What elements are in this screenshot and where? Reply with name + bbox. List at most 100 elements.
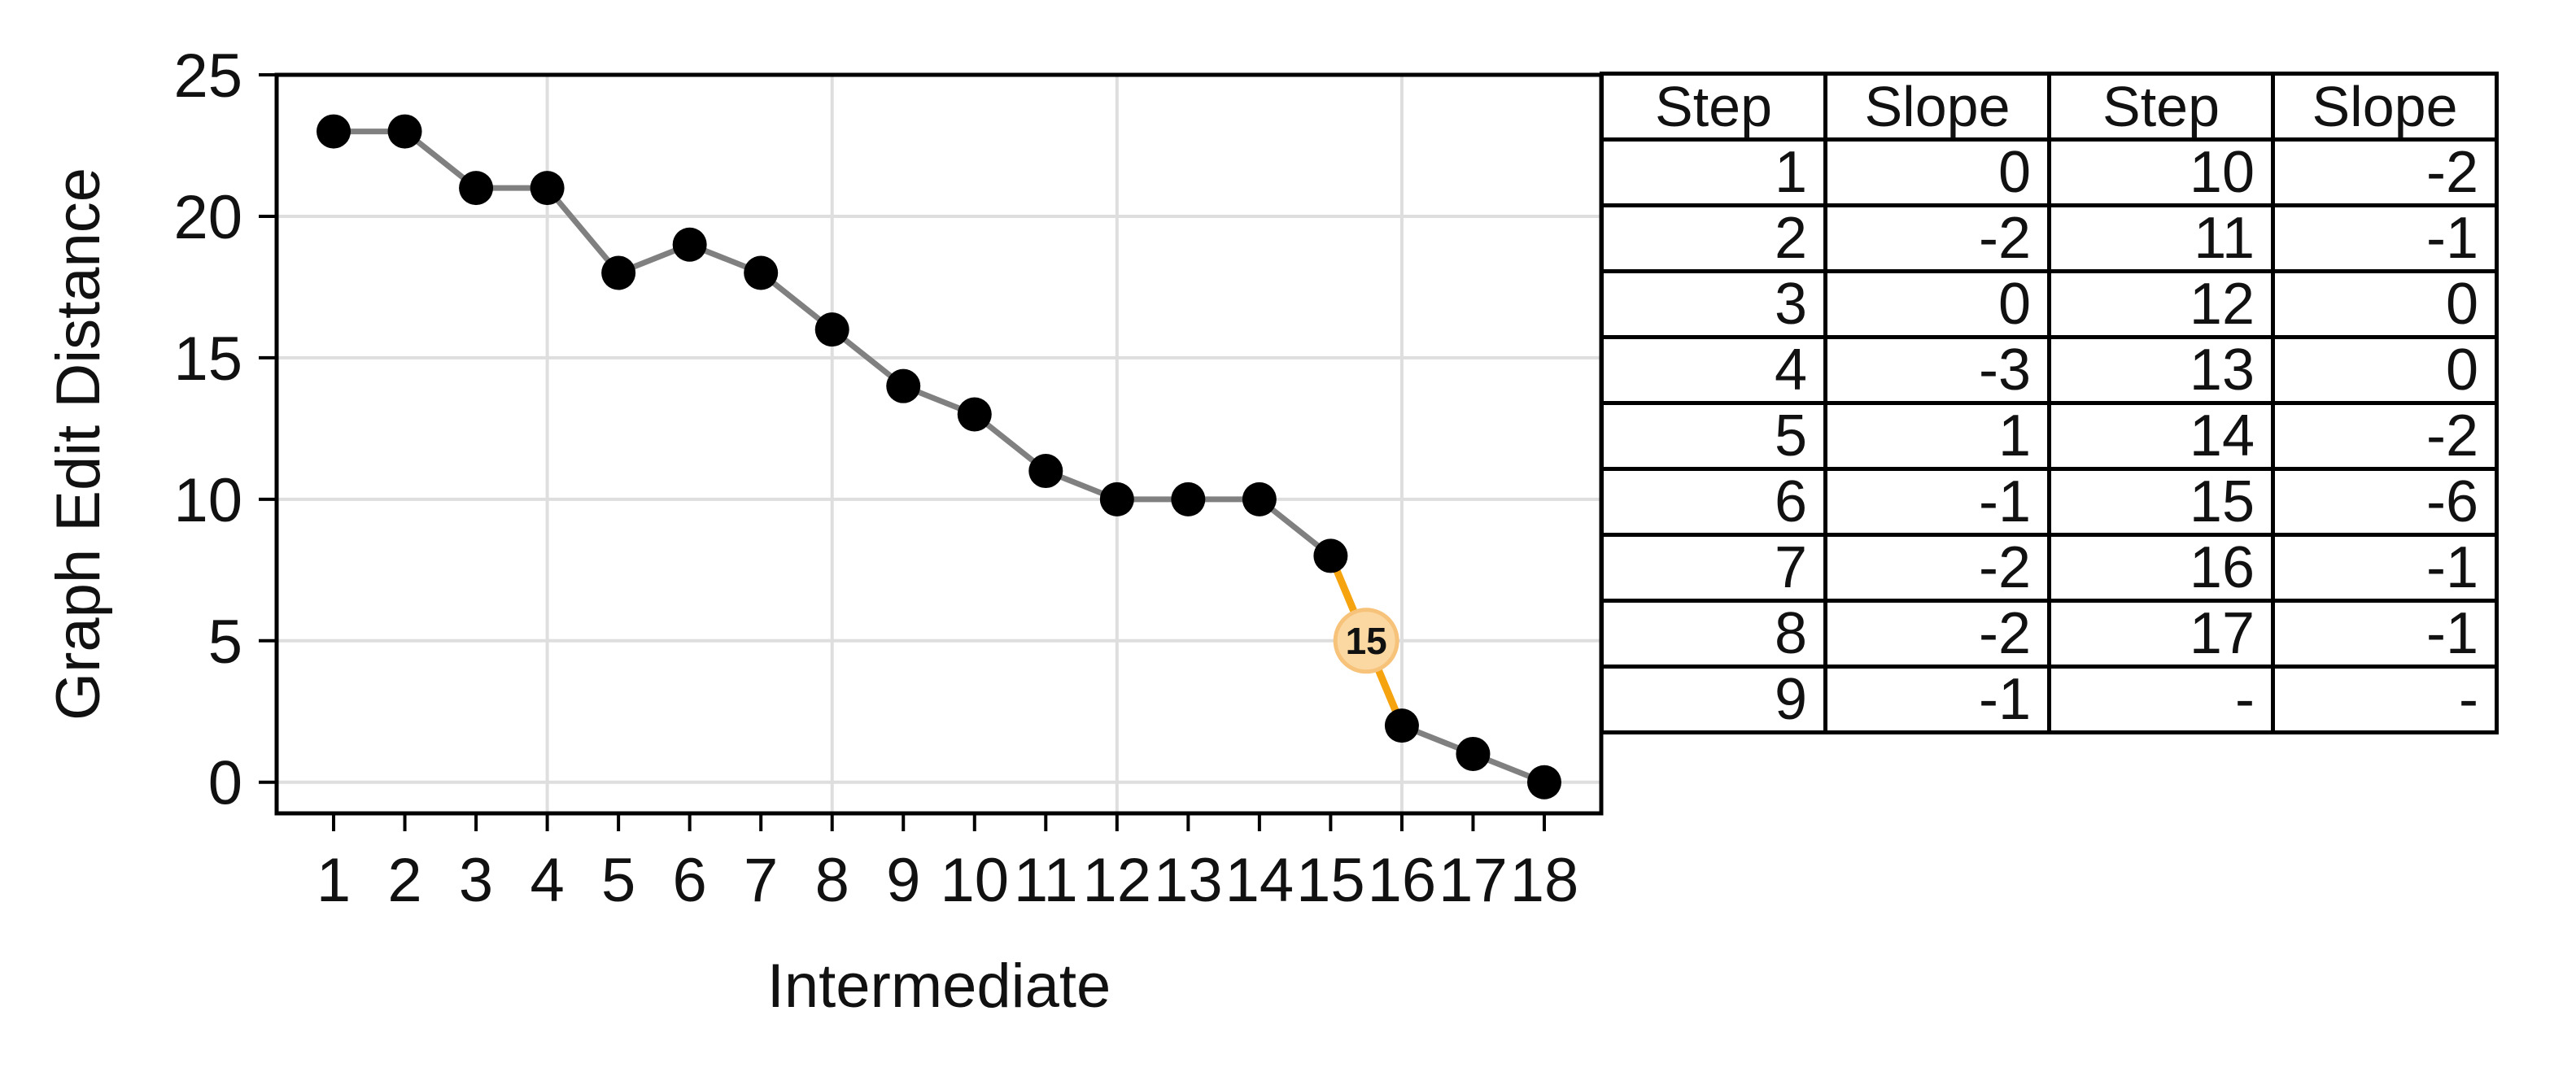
table-cell: -2 bbox=[2271, 137, 2499, 207]
table-cell: 11 bbox=[2047, 203, 2275, 273]
table-cell: -2 bbox=[1823, 533, 2051, 603]
highlight-marker-label: 15 bbox=[1346, 620, 1387, 662]
table-cell: 1 bbox=[1823, 401, 2051, 471]
table-header-cell: Slope bbox=[2271, 72, 2499, 142]
table-cell: -1 bbox=[2271, 203, 2499, 273]
x-tick-label: 11 bbox=[1014, 846, 1078, 915]
x-tick-label: 18 bbox=[1510, 846, 1579, 915]
series: 15 bbox=[317, 114, 1561, 800]
table-cell: 3 bbox=[1600, 269, 1827, 339]
table-row: 9 -1- - bbox=[1600, 665, 2499, 734]
table-cell: -1 bbox=[1823, 665, 2051, 734]
table-cell: 14 bbox=[2047, 401, 2275, 471]
table-cell: -3 bbox=[1823, 335, 2051, 405]
table-cell: 17 bbox=[2047, 599, 2275, 669]
data-point bbox=[744, 255, 779, 290]
x-tick-label: 3 bbox=[459, 846, 493, 915]
table-cell: 9 bbox=[1600, 665, 1827, 734]
table-cell: -1 bbox=[2271, 533, 2499, 603]
table-cell: -1 bbox=[1823, 467, 2051, 537]
data-point bbox=[1526, 765, 1561, 800]
series-segment bbox=[544, 185, 622, 277]
x-tick-label: 5 bbox=[601, 846, 635, 915]
data-point bbox=[1099, 482, 1134, 516]
data-point bbox=[814, 312, 849, 347]
table-cell: 10 bbox=[2047, 137, 2275, 207]
data-point bbox=[1171, 482, 1206, 516]
data-point bbox=[601, 255, 636, 290]
table-cell: 0 bbox=[1823, 269, 2051, 339]
x-tick-label: 7 bbox=[744, 846, 778, 915]
table-cell: 15 bbox=[2047, 467, 2275, 537]
data-point bbox=[1313, 538, 1348, 573]
x-axis-label: Intermediate bbox=[767, 952, 1111, 1021]
table-cell: 8 bbox=[1600, 599, 1827, 669]
table-row: 4 -3 13 0 bbox=[1600, 335, 2499, 405]
x-tick-label: 17 bbox=[1439, 846, 1508, 915]
y-tick-label: 25 bbox=[173, 41, 242, 111]
table-cell: -2 bbox=[2271, 401, 2499, 471]
x-tick-label: 16 bbox=[1368, 846, 1437, 915]
table-cell: 13 bbox=[2047, 335, 2275, 405]
table-cell: 6 bbox=[1600, 467, 1827, 537]
x-tick-label: 1 bbox=[317, 846, 351, 915]
y-tick-label: 5 bbox=[208, 608, 242, 677]
table-row: 8 -2 17 -1 bbox=[1600, 599, 2499, 669]
table-cell: -6 bbox=[2271, 467, 2499, 537]
slope-table: Step Slope Step Slope 1 0 10 -2 2 -2 11 -1 3 0 12 0… bbox=[1600, 72, 2499, 734]
table-cell: 4 bbox=[1600, 335, 1827, 405]
data-point bbox=[387, 114, 422, 149]
table-cell: 2 bbox=[1600, 203, 1827, 273]
x-tick-label: 4 bbox=[530, 846, 564, 915]
data-point bbox=[1384, 708, 1419, 743]
table-row: 5 1 14 -2 bbox=[1600, 401, 2499, 471]
table-header-row: Step Slope Step Slope bbox=[1600, 72, 2499, 142]
y-tick-label: 20 bbox=[173, 183, 242, 252]
x-tick-label: 14 bbox=[1225, 846, 1295, 915]
data-point bbox=[1242, 482, 1277, 516]
x-tick-label: 15 bbox=[1296, 846, 1365, 915]
data-point bbox=[459, 171, 494, 206]
table-header-cell: Step bbox=[1600, 72, 1827, 142]
table-row: 3 0 12 0 bbox=[1600, 269, 2499, 339]
table-header-cell: Slope bbox=[1823, 72, 2051, 142]
data-point bbox=[1028, 454, 1063, 489]
table-cell: 5 bbox=[1600, 401, 1827, 471]
table-cell: -2 bbox=[1823, 599, 2051, 669]
table-row: 7 -2 16 -1 bbox=[1600, 533, 2499, 603]
table-cell: - bbox=[2047, 665, 2275, 734]
y-tick-label: 0 bbox=[208, 749, 242, 818]
x-tick-label: 2 bbox=[387, 846, 421, 915]
table-cell: 0 bbox=[2271, 335, 2499, 405]
x-tick-label: 10 bbox=[940, 846, 1009, 915]
table-cell: 7 bbox=[1600, 533, 1827, 603]
table-cell: - bbox=[2271, 665, 2499, 734]
table-header-cell: Step bbox=[2047, 72, 2275, 142]
table-row: 1 0 10 -2 bbox=[1600, 137, 2499, 207]
y-tick-label: 10 bbox=[173, 466, 242, 535]
x-tick-label: 12 bbox=[1083, 846, 1152, 915]
data-point bbox=[530, 171, 565, 206]
x-tick-label: 8 bbox=[815, 846, 849, 915]
table-cell: 12 bbox=[2047, 269, 2275, 339]
x-tick-label: 6 bbox=[673, 846, 707, 915]
highlight-marker bbox=[1333, 608, 1399, 674]
data-point bbox=[1456, 736, 1491, 771]
table-cell: 0 bbox=[2271, 269, 2499, 339]
data-point bbox=[957, 397, 992, 432]
data-point bbox=[886, 368, 921, 403]
table-cell: -2 bbox=[1823, 203, 2051, 273]
x-tick-label: 9 bbox=[886, 846, 920, 915]
y-axis-label: Graph Edit Distance bbox=[44, 168, 113, 721]
table-row: 2 -2 11 -1 bbox=[1600, 203, 2499, 273]
data-point bbox=[672, 227, 707, 262]
table-cell: 1 bbox=[1600, 137, 1827, 207]
y-tick-label: 15 bbox=[173, 325, 242, 394]
table-cell: 16 bbox=[2047, 533, 2275, 603]
table-body: 1 0 10 -2 2 -2 11 -1 3 0 12 0 4 -3 13 0 5 1 14 -2 6 -1 15 -6 7 -2… bbox=[1600, 137, 2499, 734]
table-row: 6 -1 15 -6 bbox=[1600, 467, 2499, 537]
data-point bbox=[317, 114, 351, 149]
x-tick-label: 13 bbox=[1154, 846, 1223, 915]
table-cell: -1 bbox=[2271, 599, 2499, 669]
